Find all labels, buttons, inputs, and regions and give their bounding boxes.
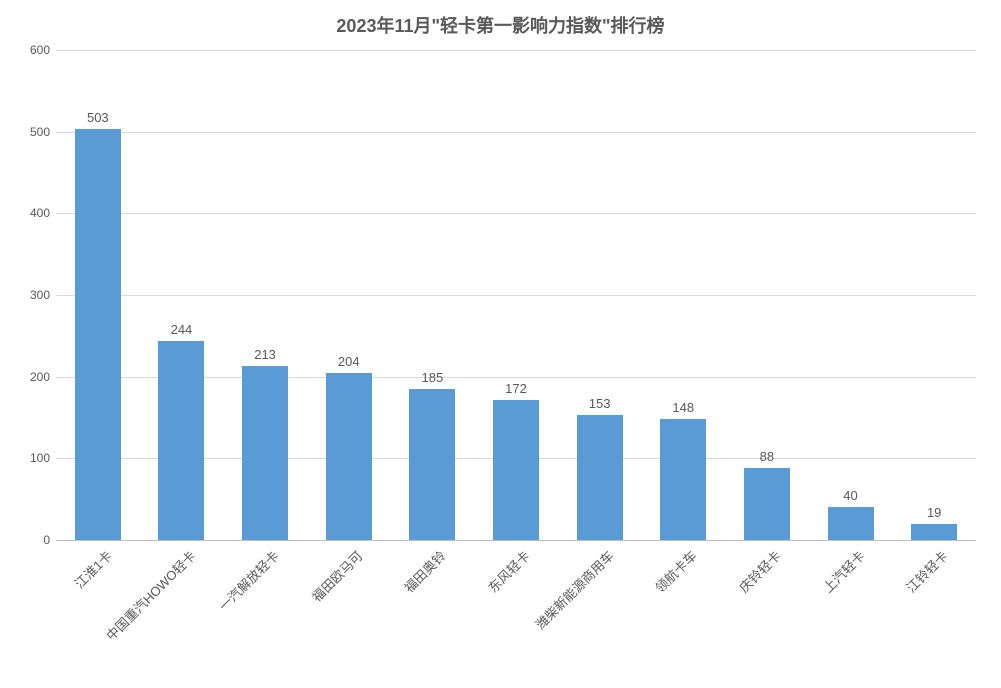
bar: 172	[493, 400, 539, 540]
bar: 153	[577, 415, 623, 540]
y-tick-label: 300	[30, 288, 50, 302]
bar-value-label: 185	[421, 370, 443, 385]
y-tick-label: 600	[30, 43, 50, 57]
x-axis-label: 潍柴新能源商用车	[530, 546, 617, 633]
y-tick-label: 100	[30, 451, 50, 465]
bar-value-label: 148	[672, 400, 694, 415]
bar-slot: 204	[307, 50, 391, 540]
bar-value-label: 153	[589, 396, 611, 411]
bar-slot: 503	[56, 50, 140, 540]
bar-value-label: 40	[843, 488, 857, 503]
bars-group: 503 244 213 204 185 172 153 148 88 40 19	[56, 50, 976, 540]
plot-area: 503244213204185172153148884019 010020030…	[56, 50, 976, 540]
bar-slot: 19	[892, 50, 976, 540]
bar-value-label: 19	[927, 505, 941, 520]
bar-value-label: 204	[338, 354, 360, 369]
bar-slot: 172	[474, 50, 558, 540]
x-axis-labels: 江淮1卡中国重汽HOWO轻卡一汽解放轻卡福田欧马可福田奥铃东风轻卡潍柴新能源商用…	[56, 546, 976, 676]
x-axis-label: 江铃轻卡	[901, 546, 951, 596]
bar-slot: 153	[558, 50, 642, 540]
bar: 19	[911, 524, 957, 540]
chart-title: 2023年11月"轻卡第一影响力指数"排行榜	[0, 12, 1001, 38]
bar-slot: 213	[223, 50, 307, 540]
y-tick-label: 200	[30, 370, 50, 384]
bar: 204	[326, 373, 372, 540]
y-tick-label: 0	[43, 533, 50, 547]
y-tick-label: 400	[30, 206, 50, 220]
bar-value-label: 503	[87, 110, 109, 125]
bar-slot: 185	[391, 50, 475, 540]
x-axis-label: 东风轻卡	[483, 546, 533, 596]
bar: 88	[744, 468, 790, 540]
bar-slot: 148	[641, 50, 725, 540]
gridline	[56, 540, 976, 541]
bar: 40	[828, 507, 874, 540]
bar-slot: 244	[140, 50, 224, 540]
bar: 503	[75, 129, 121, 540]
bar-value-label: 88	[760, 449, 774, 464]
chart-container: 2023年11月"轻卡第一影响力指数"排行榜 503 244 213 204 185 17…	[0, 0, 1001, 688]
y-tick-label: 500	[30, 125, 50, 139]
x-axis-label: 福田奥铃	[400, 546, 450, 596]
bar-value-label: 244	[171, 322, 193, 337]
x-axis-label: 庆铃轻卡	[734, 546, 784, 596]
bar-slot: 88	[725, 50, 809, 540]
bar-slot: 40	[809, 50, 893, 540]
bar: 213	[242, 366, 288, 540]
x-axis-label: 江淮1卡	[69, 546, 115, 592]
x-axis-label: 领航卡车	[651, 546, 701, 596]
bar: 244	[158, 341, 204, 540]
x-axis-label: 上汽轻卡	[818, 546, 868, 596]
bar-value-label: 213	[254, 347, 276, 362]
x-axis-label: 中国重汽HOWO轻卡	[101, 546, 199, 644]
x-axis-label: 福田欧马可	[307, 546, 366, 605]
x-axis-label: 一汽解放轻卡	[214, 546, 283, 615]
bar-value-label: 172	[505, 381, 527, 396]
bar: 148	[660, 419, 706, 540]
bar: 185	[409, 389, 455, 540]
